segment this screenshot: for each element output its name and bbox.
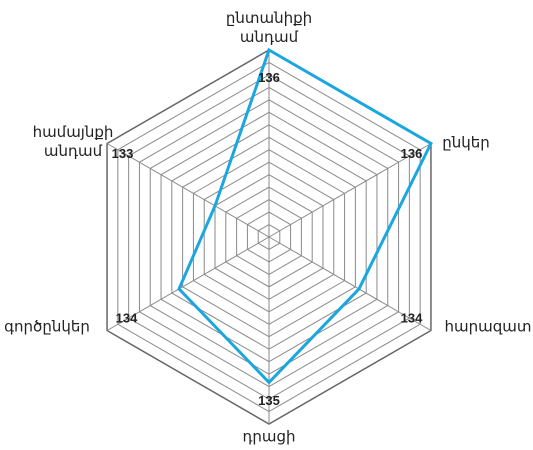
category-label: ընկեր (442, 134, 490, 152)
category-label: ընտանիքի անդամ (225, 10, 313, 46)
series-line (177, 47, 433, 385)
axis-line (106, 236, 270, 331)
category-label: դրացի (242, 428, 296, 446)
category-label: համայնքի անդամ (32, 124, 114, 160)
axis-line (268, 143, 432, 238)
category-label: գործընկեր (4, 318, 90, 336)
category-label: հարազատ (444, 318, 532, 336)
axis-line (268, 236, 432, 331)
axis-line (106, 143, 270, 238)
value-label: 134 (401, 311, 423, 326)
value-label: 134 (116, 311, 138, 326)
value-label: 136 (401, 146, 423, 161)
value-label: 133 (112, 146, 134, 161)
value-label: 135 (258, 393, 280, 408)
value-label: 136 (258, 70, 280, 85)
